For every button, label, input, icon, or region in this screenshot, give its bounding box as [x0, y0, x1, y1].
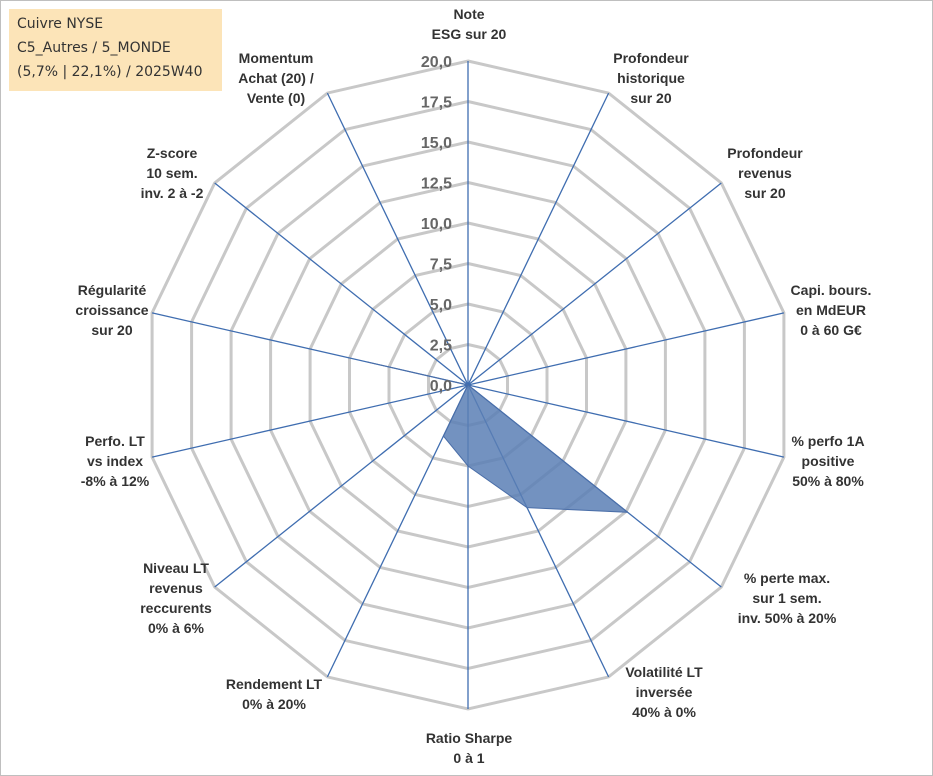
tick-label: 17,5 [421, 95, 452, 112]
radar-tick-labels: 0,0 2,5 5,0 7,5 10,0 12,5 15,0 17,5 20,0 [421, 54, 452, 395]
axis-label-line: en MdEUR [796, 302, 866, 318]
axis-label-line: inversée [636, 684, 693, 700]
axis-label-line: reccurents [140, 600, 212, 616]
axis-label-line: Ratio Sharpe [426, 730, 513, 746]
axis-label: % perfo 1A positive 50% à 80% [791, 433, 864, 489]
axis-label-line: sur 20 [630, 90, 671, 106]
axis-spoke [467, 312, 785, 386]
axis-label-line: inv. 2 à -2 [141, 185, 204, 201]
axis-label-line: 50% à 80% [792, 473, 864, 489]
tick-label: 10,0 [421, 216, 452, 233]
axis-label: Momentum Achat (20) / Vente (0) [238, 50, 314, 106]
axis-label-line: 0% à 20% [242, 696, 306, 712]
axis-label: Volatilité LT inversée 40% à 0% [625, 664, 703, 720]
axis-label: Ratio Sharpe 0 à 1 [426, 730, 513, 766]
axis-label-line: Rendement LT [226, 676, 323, 692]
axis-label-line: Profondeur [613, 50, 689, 66]
axis-spoke [467, 92, 610, 386]
info-title: Cuivre NYSE [17, 16, 104, 32]
tick-label: 15,0 [421, 135, 452, 152]
radar-axis-labels: Note ESG sur 20 Profondeur historique sur 20… [75, 6, 871, 766]
axis-label-line: Z-score [147, 145, 198, 161]
axis-label-line: Momentum [239, 50, 314, 66]
info-stats: (5,7% | 22,1%) / 2025W40 [17, 64, 203, 80]
axis-label-line: revenus [149, 580, 203, 596]
tick-label: 2,5 [430, 338, 452, 355]
axis-label-line: croissance [75, 302, 148, 318]
axis-label-line: % perfo 1A [791, 433, 864, 449]
tick-label: 0,0 [430, 378, 452, 395]
axis-label: Z-score 10 sem. inv. 2 à -2 [141, 145, 204, 201]
axis-spoke [151, 384, 469, 458]
axis-label: Perfo. LT vs index -8% à 12% [81, 433, 150, 489]
axis-label-line: Profondeur [727, 145, 803, 161]
axis-label: Capi. bours. en MdEUR 0 à 60 G€ [791, 282, 872, 338]
axis-label-line: historique [617, 70, 685, 86]
axis-spoke [326, 92, 469, 386]
axis-label-line: sur 20 [744, 185, 785, 201]
axis-label-line: Vente (0) [247, 90, 305, 106]
axis-label-line: 40% à 0% [632, 704, 696, 720]
axis-label-line: 0 à 1 [453, 750, 484, 766]
axis-label-line: sur 1 sem. [752, 590, 821, 606]
axis-spoke [214, 384, 469, 588]
info-box: Cuivre NYSE C5_Autres / 5_MONDE (5,7% | … [9, 9, 222, 91]
axis-label-line: Achat (20) / [238, 70, 314, 86]
tick-label: 12,5 [421, 176, 452, 193]
axis-label-line: -8% à 12% [81, 473, 150, 489]
axis-label-line: inv. 50% à 20% [738, 610, 837, 626]
axis-label: % perte max. sur 1 sem. inv. 50% à 20% [738, 570, 837, 626]
axis-label-line: revenus [738, 165, 792, 181]
axis-label-line: Volatilité LT [625, 664, 703, 680]
axis-label-line: Note [453, 6, 484, 22]
axis-label-line: Perfo. LT [85, 433, 145, 449]
axis-label-line: ESG sur 20 [432, 26, 507, 42]
tick-label: 5,0 [430, 297, 452, 314]
info-category: C5_Autres / 5_MONDE [17, 40, 171, 56]
axis-label-line: sur 20 [91, 322, 132, 338]
axis-label-line: positive [802, 453, 855, 469]
axis-label: Régularité croissance sur 20 [75, 282, 148, 338]
axis-label: Profondeur revenus sur 20 [727, 145, 803, 201]
radar-series [366, 361, 630, 513]
series-area [366, 361, 630, 513]
axis-spoke [214, 182, 469, 386]
axis-label: Rendement LT 0% à 20% [226, 676, 323, 712]
axis-label-line: % perte max. [744, 570, 830, 586]
axis-spoke [467, 182, 722, 386]
axis-label-line: 0% à 6% [148, 620, 205, 636]
axis-spoke [467, 384, 785, 458]
tick-label: 7,5 [430, 257, 452, 274]
axis-label-line: 0 à 60 G€ [800, 322, 862, 338]
axis-label-line: Niveau LT [143, 560, 209, 576]
axis-label: Profondeur historique sur 20 [613, 50, 689, 106]
tick-label: 20,0 [421, 54, 452, 71]
axis-label: Note ESG sur 20 [432, 6, 507, 42]
axis-label-line: 10 sem. [146, 165, 197, 181]
axis-label-line: Régularité [78, 282, 147, 298]
axis-label-line: Capi. bours. [791, 282, 872, 298]
axis-label-line: vs index [87, 453, 143, 469]
axis-label: Niveau LT revenus reccurents 0% à 6% [140, 560, 212, 636]
